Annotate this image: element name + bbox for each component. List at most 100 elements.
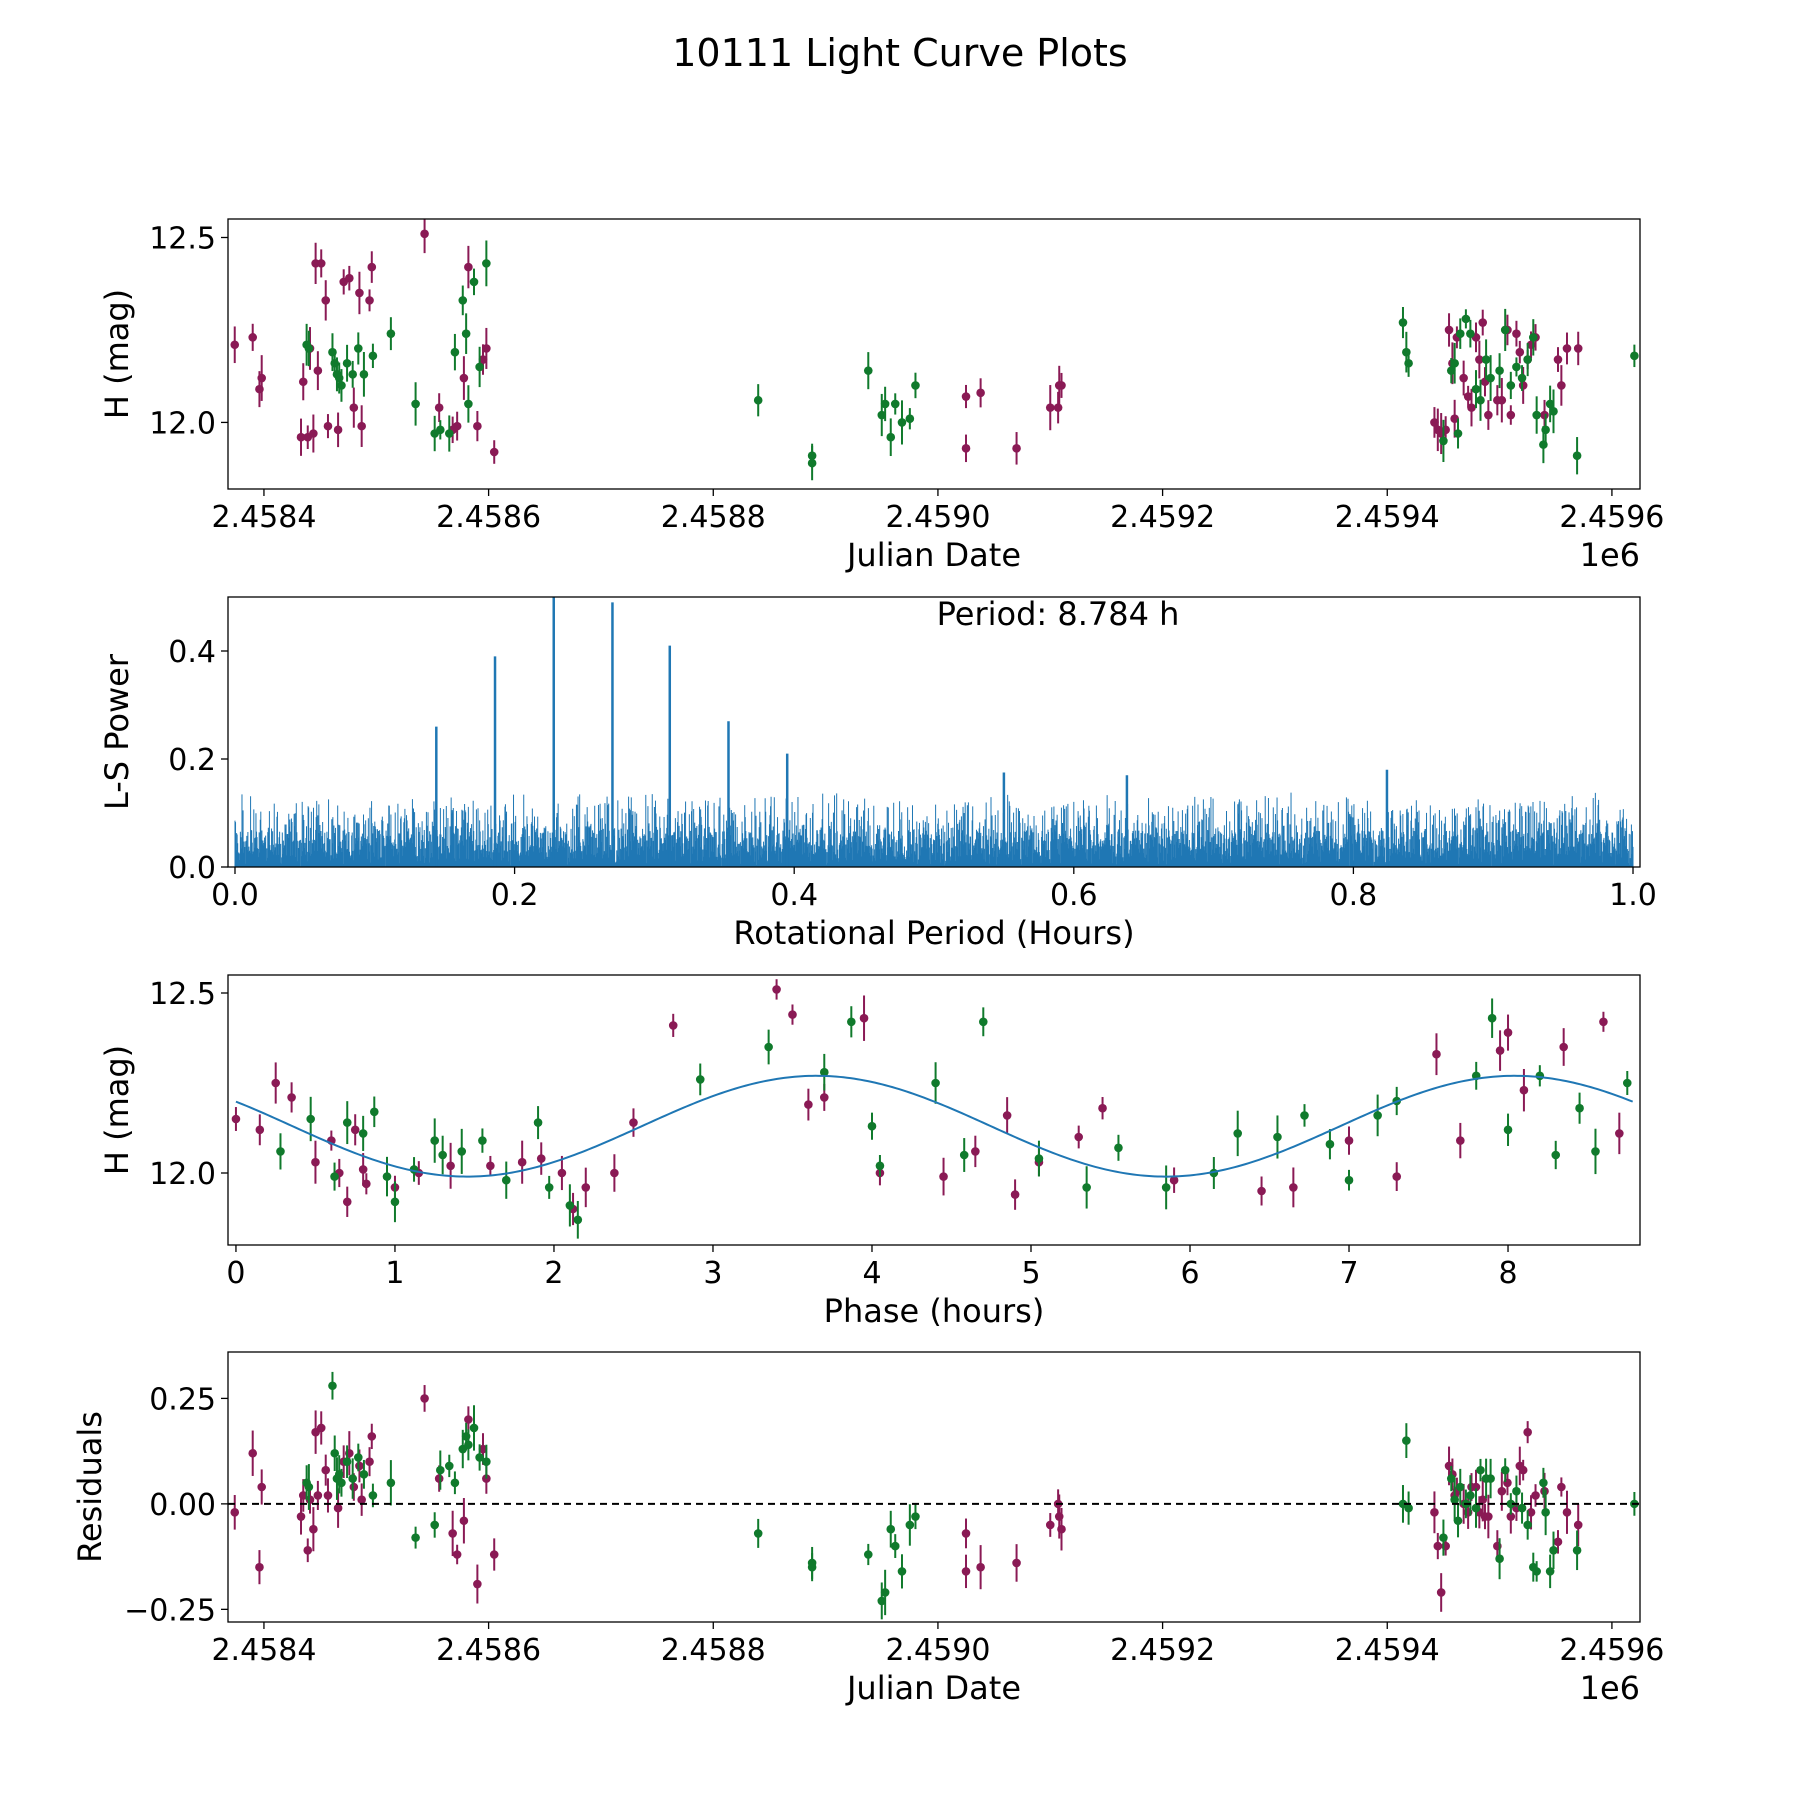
- lightcurve-point-b: [877, 410, 887, 420]
- residuals-point-b: [348, 1474, 357, 1483]
- phased-point-a: [1599, 1017, 1608, 1027]
- lightcurve-point-a: [434, 403, 444, 412]
- panel-residuals: 2.4584 2.4586 2.4588 2.4590 2.4592 2.4594 2.45…: [71, 1351, 1664, 1707]
- lightcurve-point-b: [482, 259, 491, 268]
- residuals-point-b: [337, 1478, 346, 1488]
- lightcurve-point-a: [961, 444, 971, 453]
- phased-point-b: [1487, 1013, 1497, 1023]
- lightcurve-xtick-label: 2.4590: [885, 500, 990, 535]
- residuals-point-b: [905, 1520, 915, 1530]
- lightcurve-point-b: [386, 329, 396, 338]
- phased-point-a: [804, 1100, 813, 1109]
- lightcurve-point-a: [1467, 403, 1476, 412]
- residuals-point-a: [1012, 1558, 1021, 1568]
- lightcurve-xtick-label: 2.4594: [1335, 500, 1440, 535]
- lightcurve-point-b: [1512, 362, 1521, 372]
- phased-point-a: [1456, 1136, 1465, 1145]
- phased-axes-frame: [227, 974, 1641, 1246]
- residuals-point-b: [807, 1558, 817, 1568]
- lightcurve-point-b: [1523, 355, 1532, 364]
- residuals-xtick-label: 2.4590: [885, 1633, 990, 1668]
- clip-phased-plot-area: [231, 979, 1634, 1239]
- phased-point-b: [695, 1075, 705, 1084]
- phased-point-a: [350, 1125, 360, 1135]
- residuals-point-b: [304, 1482, 314, 1492]
- lightcurve-point-b: [890, 399, 900, 409]
- residuals-point-b: [469, 1423, 479, 1433]
- residuals-point-a: [1553, 1537, 1563, 1547]
- residuals-point-b: [1471, 1503, 1481, 1513]
- lightcurve-point-b: [337, 381, 346, 390]
- lightcurve-point-b: [411, 399, 420, 409]
- phased-point-b: [1273, 1132, 1282, 1142]
- residuals-point-a: [1433, 1541, 1443, 1551]
- phased-point-a: [1432, 1049, 1441, 1059]
- lightcurve-point-b: [1517, 373, 1527, 383]
- residuals-point-b: [1453, 1516, 1463, 1526]
- residuals-point-a: [1471, 1482, 1481, 1492]
- lightcurve-point-b: [348, 370, 357, 379]
- lightcurve-point-a: [1518, 381, 1528, 390]
- lightcurve-point-b: [911, 381, 920, 390]
- lightcurve-point-a: [257, 373, 266, 383]
- residuals-point-a: [961, 1529, 971, 1538]
- residuals-point-a: [321, 1465, 331, 1475]
- phased-point-a: [1392, 1172, 1402, 1181]
- phased-point-a: [1615, 1129, 1624, 1138]
- lightcurve-point-a: [1562, 344, 1572, 353]
- residuals-point-a: [298, 1491, 308, 1500]
- residuals-point-a: [473, 1579, 482, 1589]
- lightcurve-point-b: [1630, 351, 1639, 361]
- lightcurve-point-a: [478, 355, 488, 364]
- phased-ylabel: H (mag): [98, 1045, 136, 1175]
- residuals-point-a: [434, 1474, 444, 1483]
- residuals-point-a: [976, 1562, 985, 1572]
- clip-residuals-plot-area: [228, 1371, 1640, 1620]
- phased-point-a: [772, 985, 781, 994]
- phased-xtick-label: 8: [1498, 1256, 1517, 1291]
- periodogram-xlabel: Rotational Period (Hours): [733, 914, 1134, 952]
- residuals-point-b: [430, 1520, 439, 1530]
- phased-point-b: [1591, 1147, 1600, 1156]
- phased-point-a: [629, 1118, 638, 1127]
- residuals-point-b: [475, 1453, 484, 1462]
- residuals-point-a: [961, 1567, 971, 1576]
- lightcurve-point-b: [1453, 429, 1463, 438]
- lightcurve-point-a: [321, 296, 331, 305]
- residuals-xtick-label: 2.4596: [1559, 1633, 1664, 1668]
- lightcurve-xtick-label: 2.4584: [211, 500, 316, 535]
- phased-point-b: [306, 1114, 315, 1124]
- lightcurve-point-a: [298, 377, 308, 387]
- residuals-point-a: [313, 1491, 323, 1500]
- phased-point-b: [978, 1017, 988, 1027]
- lightcurve-point-a: [349, 403, 359, 412]
- lightcurve-point-b: [475, 362, 484, 372]
- lightcurve-point-b: [354, 344, 363, 353]
- residuals-point-b: [863, 1550, 873, 1559]
- phased-point-a: [971, 1147, 980, 1156]
- phased-point-a: [668, 1021, 678, 1030]
- residuals-point-a: [1557, 1482, 1566, 1492]
- lightcurve-ytick-label: 12.0: [149, 406, 216, 441]
- phased-point-b: [959, 1150, 969, 1160]
- lightcurve-point-b: [1450, 358, 1459, 368]
- panel-periodogram: Period: 8.784 h 0.0 0.2 0.4 0.6 0.8 1.0 0.0 0.2 0…: [98, 595, 1657, 952]
- lightcurve-point-b: [359, 370, 369, 379]
- residuals-point-b: [1532, 1567, 1541, 1576]
- phased-point-a: [1257, 1186, 1266, 1196]
- lightcurve-point-b: [886, 432, 896, 442]
- residuals-point-a: [464, 1415, 473, 1424]
- lightcurve-point-a: [1459, 373, 1468, 383]
- phased-point-b: [430, 1136, 440, 1145]
- residuals-point-a: [316, 1423, 326, 1433]
- lightcurve-point-b: [1495, 366, 1504, 375]
- lightcurve-point-b: [1455, 329, 1465, 338]
- lightcurve-point-a: [355, 288, 364, 298]
- residuals-point-a: [248, 1448, 258, 1458]
- residuals-point-a: [478, 1444, 488, 1454]
- lightcurve-xtick-label: 2.4588: [661, 500, 766, 535]
- residuals-point-b: [328, 1381, 337, 1391]
- residuals-point-a: [355, 1461, 364, 1471]
- lightcurve-point-a: [313, 366, 323, 375]
